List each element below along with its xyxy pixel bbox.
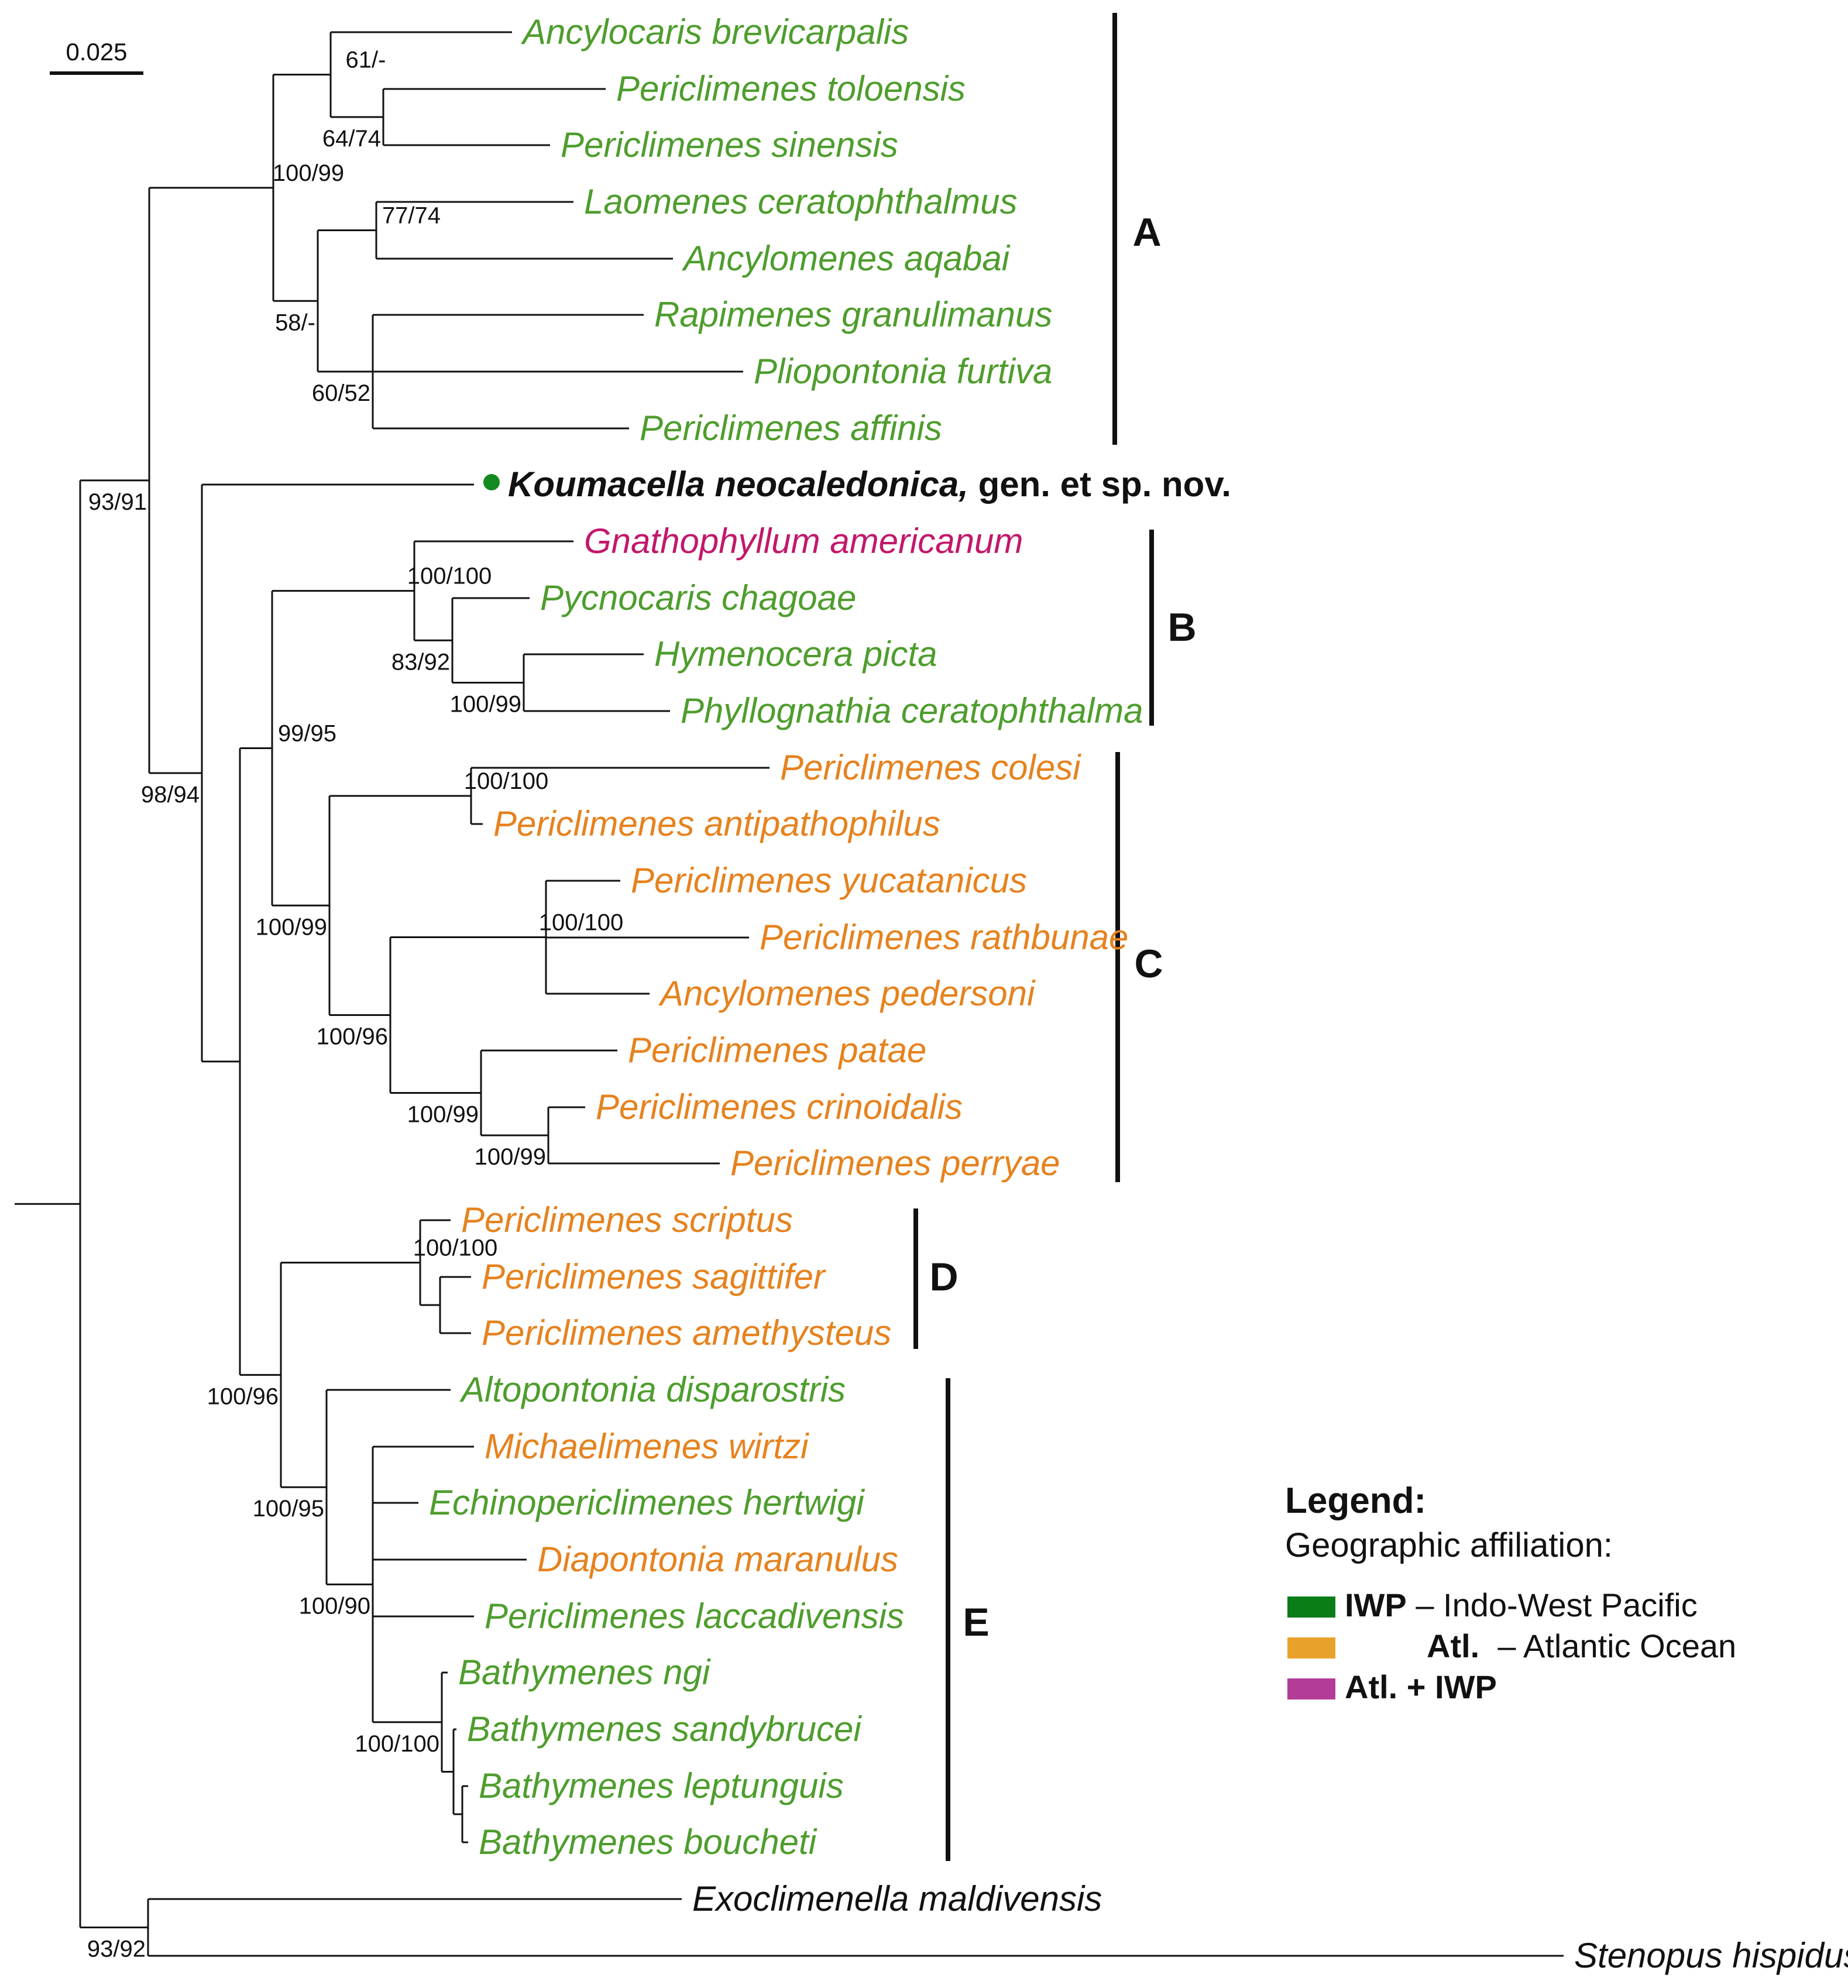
legend: Legend: Geographic affiliation: IWP – In… bbox=[1285, 1481, 1800, 1705]
taxon-label-periclimenes-rathbunae: Periclimenes rathbunae bbox=[760, 918, 1128, 957]
support-value-n-outgroup: 93/92 bbox=[87, 1937, 146, 1962]
taxon-label-ancylomenes-aqabai: Ancylomenes aqabai bbox=[682, 239, 1011, 278]
taxon-name: Koumacella neocaledonica, bbox=[508, 465, 968, 504]
taxon-label-gnathophyllum-americanum: Gnathophyllum americanum bbox=[584, 521, 1023, 561]
taxon-label-periclimenes-perryae: Periclimenes perryae bbox=[730, 1144, 1060, 1183]
taxon-label-periclimenes-sinensis: Periclimenes sinensis bbox=[561, 125, 898, 164]
taxon-label-periclimenes-crinoidalis: Periclimenes crinoidalis bbox=[596, 1087, 963, 1127]
support-value-n-c: 100/99 bbox=[256, 914, 327, 940]
tree-branches bbox=[15, 31, 1564, 1957]
scale-bar: 0.025 bbox=[50, 38, 143, 75]
clade-label-c: C bbox=[1134, 942, 1163, 986]
support-value-n-tosi: 64/74 bbox=[322, 126, 381, 152]
support-value-n-rap-group: 60/52 bbox=[312, 380, 370, 406]
taxon-label-bathymenes-ngi: Bathymenes ngi bbox=[458, 1653, 711, 1692]
legend-desc-iwp: – Indo-West Pacific bbox=[1407, 1587, 1698, 1623]
support-value-n-patae: 100/99 bbox=[407, 1102, 479, 1128]
scale-bar-label: 0.025 bbox=[66, 38, 127, 66]
svg-text:Atl. + IWP: Atl. + IWP bbox=[1345, 1668, 1497, 1705]
support-value-n-yuca-patae: 100/96 bbox=[317, 1024, 388, 1050]
legend-title: Legend: bbox=[1285, 1481, 1426, 1521]
support-value-n-hymen: 100/99 bbox=[450, 692, 521, 717]
legend-item-atl: Atl. – Atlantic Ocean bbox=[1287, 1628, 1800, 1664]
support-values: 61/-64/7477/7460/5258/-100/99100/9983/92… bbox=[87, 47, 623, 1962]
support-value-n-b-c: 99/95 bbox=[278, 720, 336, 746]
taxon-label-periclimenes-amethysteus: Periclimenes amethysteus bbox=[482, 1313, 891, 1352]
taxon-label-pliopontonia-furtiva: Pliopontonia furtiva bbox=[754, 352, 1052, 391]
taxon-label-pycnocaris-chagoae: Pycnocaris chagoae bbox=[540, 578, 856, 617]
taxon-label-ancylocaris-brevicarpalis: Ancylocaris brevicarpalis bbox=[521, 12, 909, 51]
taxon-label-laomenes-ceratophthalmus: Laomenes ceratophthalmus bbox=[584, 182, 1017, 221]
clade-label-a: A bbox=[1132, 210, 1161, 255]
taxon-label-periclimenes-affinis: Periclimenes affinis bbox=[640, 408, 942, 448]
support-value-n-abp: 61/- bbox=[346, 47, 386, 73]
support-value-n-e-inner: 100/90 bbox=[299, 1593, 370, 1619]
taxon-label-periclimenes-laccadivensis: Periclimenes laccadivensis bbox=[485, 1596, 904, 1636]
taxon-label-diapontonia-maranulus: Diapontonia maranulus bbox=[537, 1540, 898, 1579]
taxon-label-phyllognathia-ceratophthalma: Phyllognathia ceratophthalma bbox=[681, 691, 1143, 730]
taxon-label-periclimenes-yucatanicus: Periclimenes yucatanicus bbox=[631, 861, 1027, 900]
legend-code-atl: Atl. bbox=[1427, 1628, 1479, 1664]
taxon-label-periclimenes-scriptus: Periclimenes scriptus bbox=[461, 1200, 793, 1240]
support-value-n-ancyl-group: 100/99 bbox=[273, 160, 344, 186]
support-value-n-d: 100/100 bbox=[413, 1235, 498, 1261]
taxon-label-altopontonia-disparostris: Altopontonia disparostris bbox=[459, 1370, 846, 1409]
support-value-n-gnath: 100/100 bbox=[407, 564, 492, 589]
legend-item-atl-iwp: Atl. + IWP bbox=[1287, 1668, 1497, 1705]
taxon-label-stenopus-hispidus: Stenopus hispidus bbox=[1574, 1936, 1848, 1975]
taxon-label-exoclimenella-maldivensis: Exoclimenella maldivensis bbox=[692, 1879, 1102, 1918]
support-value-n-colesi: 100/100 bbox=[464, 768, 549, 794]
legend-code-iwp: IWP bbox=[1345, 1587, 1407, 1623]
clade-labels: A B C D E bbox=[929, 210, 1196, 1644]
legend-code-atl-iwp: Atl. + IWP bbox=[1345, 1668, 1497, 1705]
support-value-n-koum-rest: 98/94 bbox=[141, 782, 200, 808]
taxon-label-bathymenes-leptunguis: Bathymenes leptunguis bbox=[479, 1766, 844, 1805]
legend-swatch-iwp bbox=[1287, 1596, 1335, 1618]
clade-label-e: E bbox=[963, 1600, 989, 1644]
legend-desc-atl: – Atlantic Ocean bbox=[1479, 1628, 1736, 1664]
taxon-label-michaelimenes-wirtzi: Michaelimenes wirtzi bbox=[485, 1427, 809, 1466]
taxon-label-bathymenes-boucheti: Bathymenes boucheti bbox=[479, 1822, 817, 1862]
tip-labels: Ancylocaris brevicarpalis Periclimenes to… bbox=[429, 12, 1848, 1975]
taxon-label-periclimenes-colesi: Periclimenes colesi bbox=[780, 748, 1081, 787]
new-species-marker-icon bbox=[483, 474, 500, 490]
support-value-n-lao-rap: 58/- bbox=[275, 310, 315, 335]
support-value-n-e: 100/95 bbox=[253, 1496, 324, 1522]
taxon-label-bathymenes-sandybrucei: Bathymenes sandybrucei bbox=[467, 1709, 862, 1749]
svg-text:IWP – Indo-West Pacific: IWP – Indo-West Pacific bbox=[1345, 1587, 1698, 1623]
taxon-label-hymenocera-picta: Hymenocera picta bbox=[654, 634, 937, 674]
taxon-label-periclimenes-sagittifer: Periclimenes sagittifer bbox=[482, 1257, 826, 1296]
support-value-n-crino: 100/99 bbox=[475, 1144, 546, 1170]
taxon-label-echinopericlimenes-hertwigi: Echinopericlimenes hertwigi bbox=[429, 1483, 865, 1522]
support-value-n-de: 100/96 bbox=[207, 1383, 279, 1409]
taxon-note: gen. et sp. nov. bbox=[968, 465, 1231, 504]
taxon-label-koumacella-neocaledonica: Koumacella neocaledonica, gen. et sp. no… bbox=[508, 465, 1231, 504]
support-value-n-main: 93/91 bbox=[88, 489, 147, 515]
support-value-n-yuca: 100/100 bbox=[539, 910, 624, 936]
taxon-label-ancylomenes-pedersoni: Ancylomenes pedersoni bbox=[658, 974, 1036, 1013]
taxon-label-periclimenes-toloensis: Periclimenes toloensis bbox=[616, 69, 966, 108]
clade-label-b: B bbox=[1167, 605, 1196, 650]
legend-swatch-atl bbox=[1287, 1637, 1335, 1659]
clade-brackets bbox=[913, 13, 1154, 1861]
legend-subtitle: Geographic affiliation: bbox=[1285, 1526, 1613, 1564]
taxon-label-rapimenes-granulimanus: Rapimenes granulimanus bbox=[654, 295, 1052, 334]
svg-text:Atl. – Atlantic Ocean: Atl. – Atlantic Ocean bbox=[1345, 1628, 1800, 1664]
legend-item-iwp: IWP – Indo-West Pacific bbox=[1287, 1587, 1698, 1623]
taxon-label-periclimenes-patae: Periclimenes patae bbox=[628, 1031, 926, 1070]
support-value-n-pycno: 83/92 bbox=[391, 649, 450, 675]
support-value-n-bathy: 100/100 bbox=[355, 1731, 439, 1757]
legend-swatch-atl-iwp bbox=[1287, 1678, 1335, 1699]
taxon-label-periclimenes-antipathophilus: Periclimenes antipathophilus bbox=[493, 804, 940, 843]
clade-label-d: D bbox=[929, 1255, 958, 1299]
support-value-n-lao-aqa: 77/74 bbox=[382, 203, 441, 229]
